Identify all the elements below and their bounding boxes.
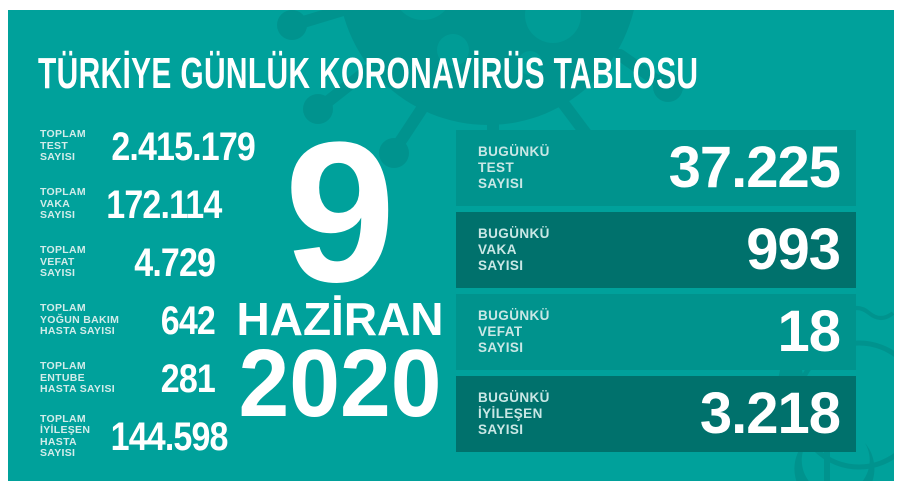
daily-iyilesen-label: BUGÜNKÜ İYİLEŞEN SAYISI (478, 390, 550, 437)
total-vaka-row: TOPLAM VAKA SAYISI 172.114 (40, 181, 222, 228)
daily-test-box: BUGÜNKÜ TEST SAYISI 37.225 (456, 130, 856, 206)
total-vefat-row: TOPLAM VEFAT SAYISI 4.729 (40, 239, 216, 286)
total-yogun-bakim-row: TOPLAM YOĞUN BAKIM HASTA SAYISI 642 (40, 297, 216, 344)
total-test-value: 2.415.179 (111, 124, 255, 169)
daily-vefat-value: 18 (777, 299, 841, 364)
daily-test-value: 37.225 (668, 135, 841, 200)
total-iyilesen-row: TOPLAM İYİLEŞEN HASTA SAYISI 144.598 (40, 412, 229, 460)
daily-vaka-box: BUGÜNKÜ VAKA SAYISI 993 (456, 212, 856, 288)
total-vaka-label: TOPLAM VAKA SAYISI (40, 186, 86, 222)
total-vefat-value: 4.729 (134, 240, 216, 285)
total-yogun-bakim-value: 642 (160, 298, 216, 343)
total-test-label: TOPLAM TEST SAYISI (40, 128, 86, 164)
daily-vefat-box: BUGÜNKÜ VEFAT SAYISI 18 (456, 294, 856, 370)
daily-vaka-label: BUGÜNKÜ VAKA SAYISI (478, 226, 550, 273)
daily-vefat-label: BUGÜNKÜ VEFAT SAYISI (478, 308, 550, 355)
total-entube-value: 281 (160, 356, 216, 401)
teal-panel: TÜRKİYE GÜNLÜK KORONAVİRÜS TABLOSU TOPLA… (8, 10, 894, 481)
totals-column: TOPLAM TEST SAYISI 2.415.179 TOPLAM VAKA… (40, 123, 256, 471)
total-test-row: TOPLAM TEST SAYISI 2.415.179 (40, 123, 256, 170)
date-day: 9 (284, 101, 396, 324)
total-entube-label: TOPLAM ENTUBE HASTA SAYISI (40, 360, 115, 396)
total-yogun-bakim-label: TOPLAM YOĞUN BAKIM HASTA SAYISI (40, 302, 120, 338)
total-entube-row: TOPLAM ENTUBE HASTA SAYISI 281 (40, 355, 216, 402)
daily-iyilesen-box: BUGÜNKÜ İYİLEŞEN SAYISI 3.218 (456, 376, 856, 452)
daily-iyilesen-value: 3.218 (699, 381, 841, 446)
total-vaka-value: 172.114 (106, 182, 222, 227)
date-year: 2020 (238, 330, 442, 437)
total-vefat-label: TOPLAM VEFAT SAYISI (40, 244, 86, 280)
total-iyilesen-label: TOPLAM İYİLEŞEN HASTA SAYISI (40, 412, 91, 459)
total-iyilesen-value: 144.598 (110, 414, 229, 459)
daily-test-label: BUGÜNKÜ TEST SAYISI (478, 144, 550, 191)
page-title: TÜRKİYE GÜNLÜK KORONAVİRÜS TABLOSU (38, 49, 699, 98)
daily-column: BUGÜNKÜ TEST SAYISI 37.225 BUGÜNKÜ VAKA … (456, 130, 856, 458)
date-month: HAZİRAN (236, 293, 444, 345)
daily-vaka-value: 993 (746, 217, 841, 282)
